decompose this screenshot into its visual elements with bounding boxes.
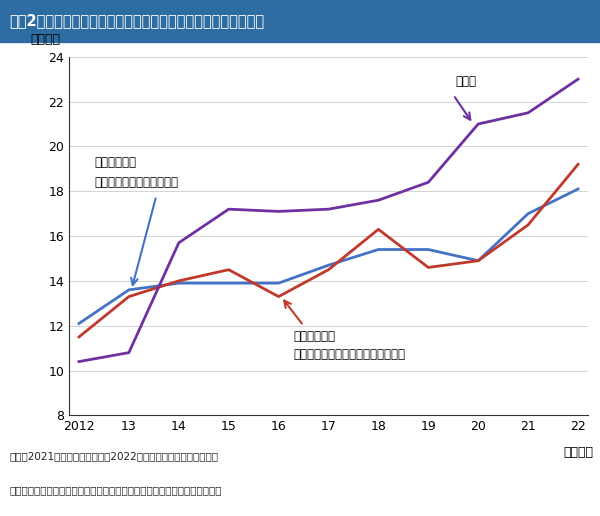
Text: （出所）財務省決算資料、国税庁「会社標本調査」等をもとに大和総研作成: （出所）財務省決算資料、国税庁「会社標本調査」等をもとに大和総研作成 xyxy=(9,485,221,495)
Text: 図表2　国の主な税収の推移（法人が支払った所得税を調整後）: 図表2 国の主な税収の推移（法人が支払った所得税を調整後） xyxy=(9,13,264,29)
Text: （個人が支払った所得税）: （個人が支払った所得税） xyxy=(94,176,178,189)
Text: （年度）: （年度） xyxy=(563,446,593,459)
Text: 調整後所得税: 調整後所得税 xyxy=(94,156,136,169)
Text: （兆円）: （兆円） xyxy=(30,33,60,46)
Text: 調整後法人税: 調整後法人税 xyxy=(293,330,335,343)
Text: （注）2021年度までは実績値、2022年度は大和総研による推計値: （注）2021年度までは実績値、2022年度は大和総研による推計値 xyxy=(9,452,218,461)
Text: 消費税: 消費税 xyxy=(456,75,477,88)
Text: （法人税＋法人が支払った所得税）: （法人税＋法人が支払った所得税） xyxy=(293,348,406,361)
